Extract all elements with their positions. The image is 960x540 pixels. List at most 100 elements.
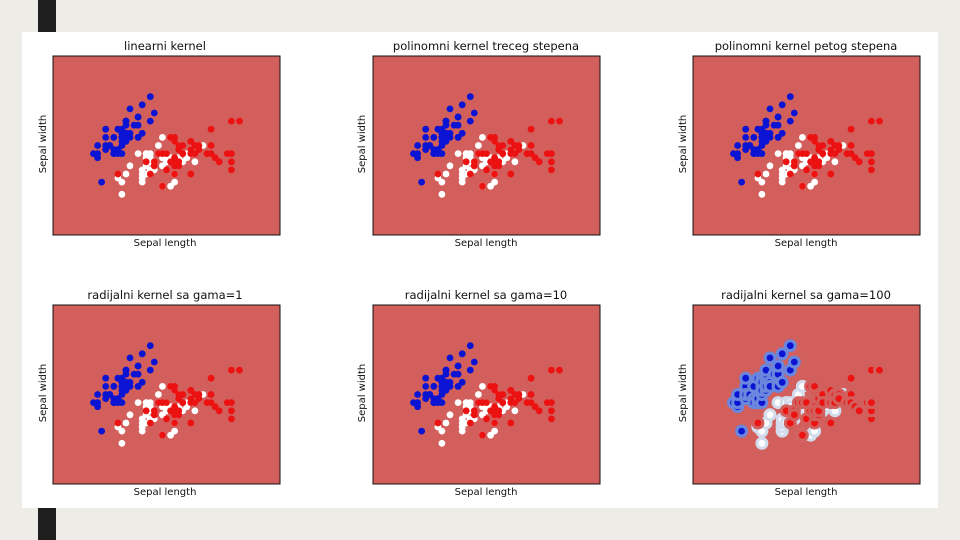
region-background [693, 56, 920, 235]
data-point-versicolor [475, 391, 482, 398]
plot-area [372, 304, 601, 485]
data-point-virginica [495, 407, 503, 415]
data-point-virginica [499, 391, 507, 398]
data-point-virginica [479, 431, 486, 439]
data-point-virginica [819, 391, 827, 398]
data-point-virginica [548, 117, 555, 125]
data-point-setosa [102, 125, 110, 133]
data-point-setosa [146, 93, 154, 101]
data-point-virginica [790, 162, 798, 170]
data-point-virginica [548, 407, 555, 415]
data-point-setosa [762, 366, 770, 374]
data-point-virginica [847, 391, 855, 398]
data-point-versicolor [475, 142, 482, 149]
data-point-setosa [778, 101, 786, 109]
axes-frame [52, 55, 281, 236]
data-point-setosa [734, 142, 741, 149]
data-points [90, 93, 243, 198]
data-point-setosa [458, 101, 466, 109]
data-point-setosa [94, 399, 101, 406]
data-point-virginica [835, 146, 843, 153]
data-point-setosa [742, 125, 750, 133]
subplot-poly5: polinomni kernel petog stepena Sepal len… [678, 39, 897, 249]
data-point-virginica [499, 142, 507, 149]
data-point-virginica [548, 158, 555, 166]
x-axis-label: Sepal length [134, 487, 197, 498]
data-point-virginica [548, 415, 555, 423]
plot-area [692, 55, 921, 236]
data-point-virginica [228, 366, 235, 374]
data-point-virginica [175, 158, 183, 166]
data-point-setosa [790, 358, 798, 366]
data-point-virginica [847, 125, 855, 133]
subplot-title: radijalni kernel sa gama=10 [405, 288, 567, 302]
data-point-virginica [527, 142, 535, 149]
data-point-setosa [458, 350, 466, 358]
data-point-setosa [786, 342, 794, 350]
data-point-virginica [187, 419, 195, 427]
region-background [53, 305, 280, 484]
y-axis-label: Sepal width [38, 115, 49, 174]
data-point-setosa [134, 362, 142, 370]
data-point-virginica [495, 158, 503, 166]
data-point-virginica [163, 150, 170, 157]
data-point-versicolor [766, 162, 774, 170]
data-point-virginica [207, 391, 215, 398]
data-point-setosa [122, 366, 130, 374]
region-background [53, 56, 280, 235]
data-point-virginica [803, 150, 810, 157]
data-point-virginica [195, 395, 203, 402]
data-point-virginica [195, 146, 203, 153]
data-point-setosa [134, 113, 142, 121]
data-point-setosa [762, 117, 770, 125]
data-point-setosa [150, 358, 158, 366]
data-point-setosa [422, 383, 430, 390]
data-point-virginica [827, 170, 835, 178]
data-point-virginica [811, 383, 818, 390]
subplot-rbf100: radijalni kernel sa gama=100 Sepal lengt… [678, 288, 891, 498]
data-point-virginica [876, 117, 883, 125]
data-point-virginica [483, 399, 490, 406]
data-point-setosa [442, 366, 450, 374]
data-point-setosa [734, 399, 741, 406]
data-point-setosa [430, 134, 438, 141]
data-point-setosa [138, 129, 146, 137]
data-point-setosa [778, 129, 786, 137]
data-point-virginica [483, 166, 490, 174]
plot-area [52, 304, 281, 485]
data-point-setosa [438, 150, 446, 157]
data-point-setosa [110, 134, 118, 141]
data-point-setosa [102, 374, 110, 382]
data-point-virginica [799, 182, 806, 190]
accent-bar-bottom [38, 508, 56, 540]
data-point-setosa [446, 105, 454, 113]
data-point-virginica [868, 158, 875, 166]
data-point-virginica [876, 366, 883, 374]
x-axis-label: Sepal length [455, 487, 518, 498]
data-point-virginica [815, 158, 823, 166]
region-background [373, 56, 600, 235]
data-point-virginica [819, 399, 827, 406]
data-point-virginica [179, 399, 187, 406]
data-point-versicolor [831, 158, 839, 166]
data-point-versicolor [811, 178, 818, 186]
data-point-virginica [228, 150, 235, 157]
data-point-setosa [454, 113, 462, 121]
data-point-virginica [228, 158, 235, 166]
data-point-setosa [430, 383, 438, 390]
data-point-setosa [454, 362, 462, 370]
data-point-setosa [766, 354, 774, 362]
data-point-virginica [207, 374, 215, 382]
plot-area [372, 55, 601, 236]
data-point-setosa [466, 342, 474, 350]
data-point-virginica [150, 411, 158, 419]
data-point-virginica [868, 399, 875, 406]
data-point-virginica [228, 415, 235, 423]
data-point-setosa [418, 178, 425, 186]
subplot-title: polinomni kernel treceg stepena [393, 39, 579, 53]
data-point-versicolor [126, 411, 134, 419]
data-point-virginica [462, 407, 470, 415]
data-point-virginica [782, 158, 790, 166]
data-point-virginica [847, 374, 855, 382]
data-point-versicolor [191, 158, 199, 166]
